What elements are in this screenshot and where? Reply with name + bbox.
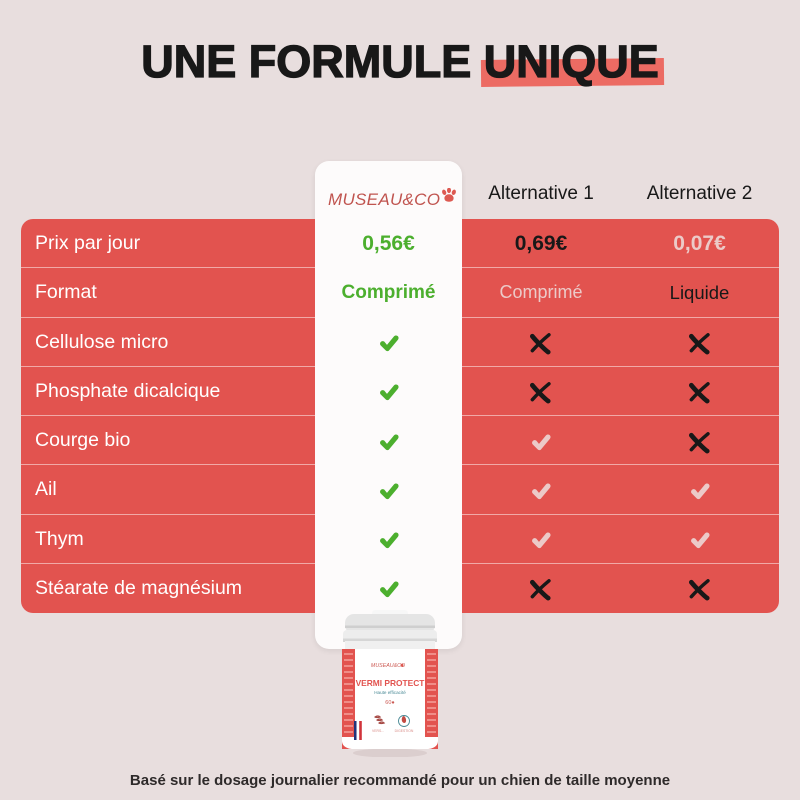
svg-text:60●: 60● xyxy=(385,700,394,706)
svg-text:DIGESTION: DIGESTION xyxy=(395,729,414,733)
svg-text:MUSEAU&CO: MUSEAU&CO xyxy=(371,663,405,669)
svg-text:Haute efficacité: Haute efficacité xyxy=(374,690,406,695)
svg-text:VERS...: VERS... xyxy=(372,729,384,733)
svg-text:VERMI PROTECT: VERMI PROTECT xyxy=(356,678,426,688)
